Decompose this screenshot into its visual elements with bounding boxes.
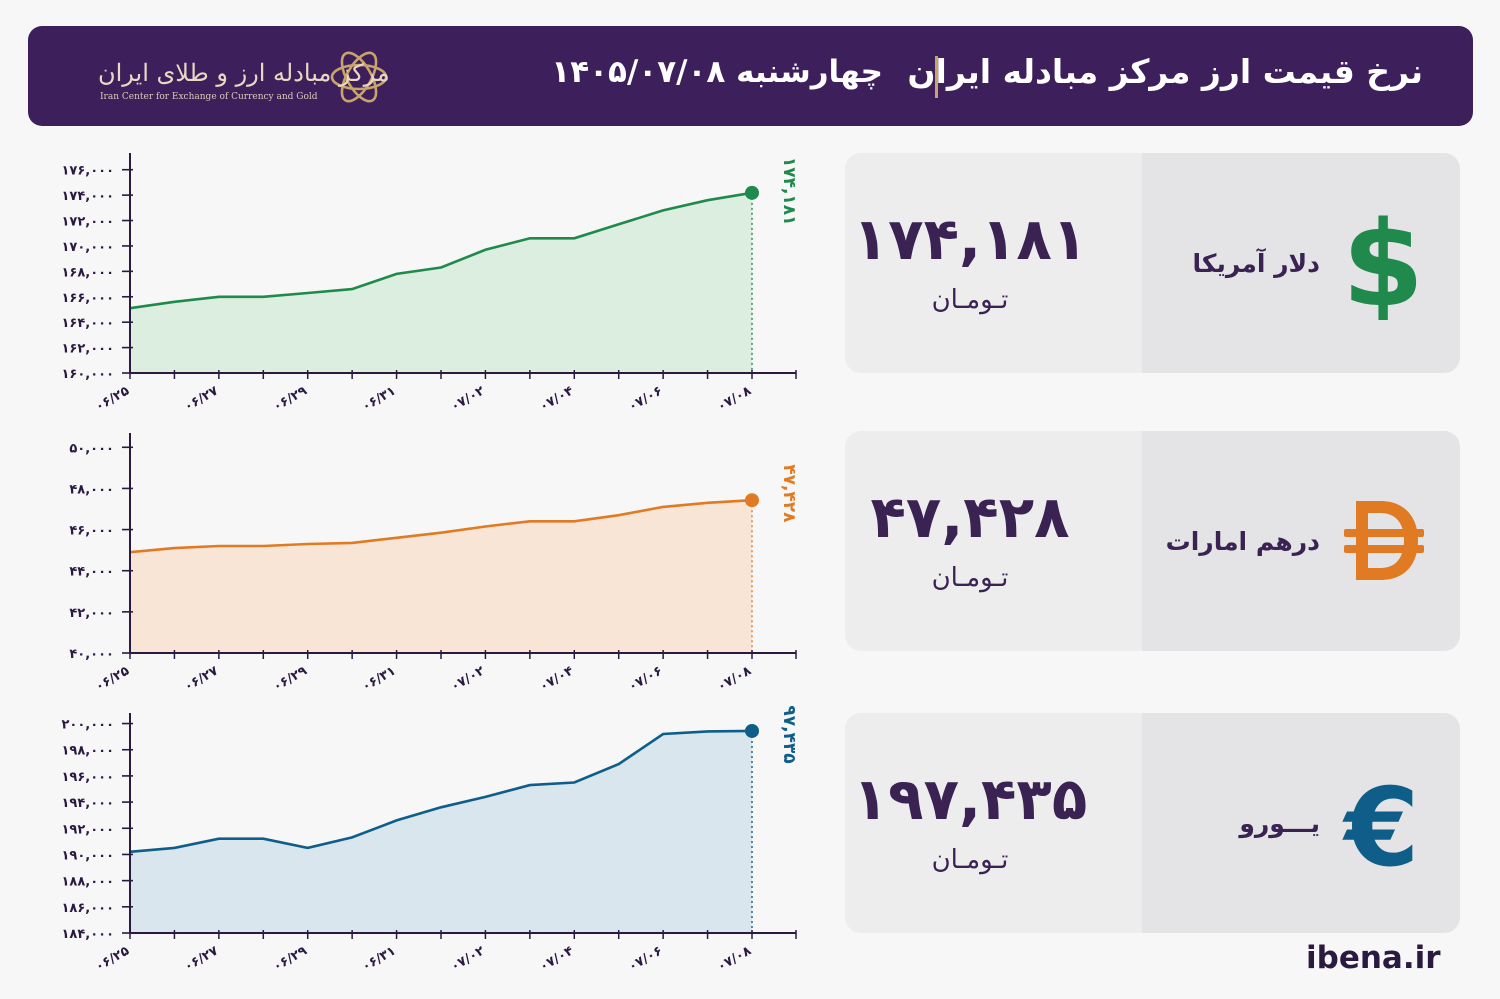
x-tick-label: ۰۷/۰۲	[448, 943, 487, 974]
series-line	[129, 498, 753, 554]
rate-card-usd: ۱۷۴,۱۸۱ تـومـان دلار آمریکا $	[845, 153, 1460, 373]
series-area	[130, 730, 752, 933]
header-date: چهارشنبه ۱۴۰۵/۰۷/۰۸	[551, 54, 883, 90]
aed-chart: ۴۰,۰۰۰ ۴۲,۰۰۰ ۴۴,۰۰۰ ۴۶,۰۰۰ ۴۸,۰۰۰ ۵۰,۰۰۰ ۰۶/۲…	[69, 433, 799, 695]
x-tick-label: ۰۷/۰۲	[448, 663, 487, 694]
y-tick-label: ۱۸۶,۰۰۰	[61, 901, 114, 916]
currency-name: دلار آمریکا	[1192, 249, 1320, 278]
svg-text:$: $	[1342, 205, 1424, 320]
x-tick-label: ۰۷/۰۴	[537, 383, 576, 414]
x-tick-label: ۰۶/۲۷	[182, 943, 221, 974]
logo-text: مرکز مبادله ارز و طلای ایران	[98, 59, 390, 87]
rate-value: ۱۷۴,۱۸۱	[852, 205, 1088, 273]
series-line	[129, 729, 753, 854]
y-tick-label: ۴۰,۰۰۰	[69, 647, 114, 662]
site-url: ibena.ir	[1306, 940, 1441, 976]
y-tick-label: ۱۶۰,۰۰۰	[61, 367, 114, 382]
x-tick-label: ۰۷/۰۶	[626, 943, 665, 974]
page-title: نرخ قیمت ارز مرکز مبادله ایران	[907, 52, 1423, 91]
y-tick-label: ۱۸۴,۰۰۰	[61, 927, 114, 942]
card-label-panel	[1142, 713, 1460, 933]
rate-unit: تـومـان	[931, 845, 1009, 875]
card-label-panel	[1142, 153, 1460, 373]
x-tick-label: ۰۶/۳۱	[359, 663, 398, 694]
series-area	[130, 192, 752, 373]
last-point	[745, 185, 759, 200]
y-tick-label: ۵۰,۰۰۰	[69, 441, 114, 456]
y-tick-label: ۱۷۶,۰۰۰	[61, 164, 114, 179]
x-tick-label: ۰۶/۲۹	[271, 383, 310, 414]
x-tick-label: ۰۶/۲۵	[93, 663, 132, 694]
header-bar: نرخ قیمت ارز مرکز مبادله ایران چهارشنبه …	[28, 26, 1473, 126]
euro-icon: €	[1341, 766, 1419, 880]
logo-icon	[330, 51, 388, 103]
rate-unit: تـومـان	[931, 563, 1009, 593]
eur-chart: ۱۸۴,۰۰۰ ۱۸۶,۰۰۰ ۱۸۸,۰۰۰ ۱۹۰,۰۰۰ ۱۹۲,۰۰۰ ۱۹۴,۰…	[61, 705, 799, 975]
x-tick-label: ۰۷/۰۸	[715, 383, 754, 414]
x-tick-label: ۰۶/۲۷	[182, 663, 221, 694]
last-point	[745, 493, 759, 508]
y-tick-label: ۱۹۲,۰۰۰	[61, 822, 114, 837]
series-line	[129, 191, 753, 310]
svg-text:€: €	[1341, 766, 1419, 880]
x-tick-label: ۰۶/۳۱	[359, 383, 398, 414]
logo-subtitle: Iran Center for Exchange of Currency and…	[100, 92, 318, 102]
rate-card-eur: ۱۹۷,۴۳۵ تـومـان یـــورو €	[845, 713, 1460, 933]
y-tick-label: ۴۴,۰۰۰	[69, 565, 114, 580]
x-tick-label: ۰۶/۲۹	[271, 943, 310, 974]
last-value-label: ۱۷۴,۱۸۱	[779, 157, 799, 226]
last-value-label: ۱۹۷,۴۳۵	[779, 705, 799, 764]
x-tick-label: ۰۷/۰۸	[715, 943, 754, 974]
currency-name: یـــورو	[1239, 809, 1320, 838]
y-tick-label: ۴۸,۰۰۰	[69, 482, 114, 497]
dollar-icon: $	[1342, 205, 1424, 320]
y-tick-label: ۲۰۰,۰۰۰	[61, 718, 114, 733]
y-tick-label: ۱۷۰,۰۰۰	[61, 240, 114, 255]
usd-chart: ۱۶۰,۰۰۰ ۱۶۲,۰۰۰ ۱۶۴,۰۰۰ ۱۶۶,۰۰۰ ۱۶۸,۰۰۰ ۱۷۰,۰…	[61, 153, 799, 415]
x-tick-label: ۰۷/۰۲	[448, 383, 487, 414]
x-tick-label: ۰۷/۰۶	[626, 663, 665, 694]
x-tick-label: ۰۶/۳۱	[359, 943, 398, 974]
dirham-icon	[1344, 501, 1424, 580]
y-tick-label: ۱۶۴,۰۰۰	[61, 316, 114, 331]
y-tick-label: ۱۷۴,۰۰۰	[61, 189, 114, 204]
y-tick-label: ۴۶,۰۰۰	[69, 524, 114, 539]
x-tick-label: ۰۷/۰۸	[715, 663, 754, 694]
y-tick-label: ۱۶۲,۰۰۰	[61, 342, 114, 357]
y-tick-label: ۱۸۸,۰۰۰	[61, 875, 114, 890]
x-tick-label: ۰۷/۰۴	[537, 663, 576, 694]
y-tick-label: ۴۲,۰۰۰	[69, 606, 114, 621]
y-tick-label: ۱۹۰,۰۰۰	[61, 848, 114, 863]
y-tick-label: ۱۷۲,۰۰۰	[61, 215, 114, 230]
x-tick-label: ۰۶/۲۹	[271, 663, 310, 694]
y-tick-label: ۱۹۸,۰۰۰	[61, 744, 114, 759]
x-tick-label: ۰۶/۲۷	[182, 383, 221, 414]
y-tick-label: ۱۹۴,۰۰۰	[61, 796, 114, 811]
currency-name: درهم امارات	[1165, 527, 1320, 556]
rate-unit: تـومـان	[931, 285, 1009, 315]
x-tick-label: ۰۶/۲۵	[93, 383, 132, 414]
last-value-label: ۴۷,۴۲۸	[779, 464, 799, 523]
y-tick-label: ۱۶۸,۰۰۰	[61, 265, 114, 280]
last-point	[745, 723, 759, 738]
rate-card-aed: ۴۷,۴۲۸ تـومـان درهم امارات	[845, 431, 1460, 651]
series-area	[130, 500, 752, 653]
y-tick-label: ۱۶۶,۰۰۰	[61, 291, 114, 306]
y-tick-label: ۱۹۶,۰۰۰	[61, 770, 114, 785]
x-tick-label: ۰۷/۰۴	[537, 943, 576, 974]
rate-value: ۴۷,۴۲۸	[870, 483, 1070, 551]
header-divider	[935, 56, 938, 98]
x-tick-label: ۰۷/۰۶	[626, 383, 665, 414]
rate-value: ۱۹۷,۴۳۵	[852, 765, 1088, 833]
x-tick-label: ۰۶/۲۵	[93, 943, 132, 974]
